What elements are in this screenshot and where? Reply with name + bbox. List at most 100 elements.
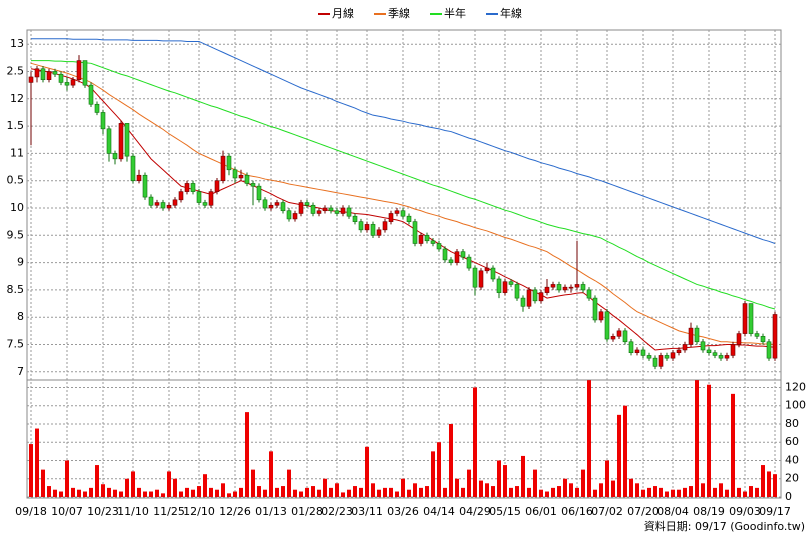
candle-body — [190, 183, 196, 192]
volume-bar — [455, 478, 459, 497]
ma-line — [31, 60, 776, 310]
candle-body — [382, 221, 388, 231]
candle-body — [526, 289, 532, 307]
volume-bar — [299, 491, 303, 497]
volume-bar — [35, 428, 39, 497]
volume-bar — [113, 489, 117, 497]
candle-body — [136, 174, 142, 182]
legend-label: 月線 — [332, 6, 354, 20]
volume-bar — [311, 486, 315, 497]
volume-bar — [629, 478, 633, 497]
volume-bar — [527, 487, 531, 497]
volume-bar — [197, 486, 201, 497]
x-tick-label: 09/18 — [15, 505, 47, 518]
candle-body — [688, 327, 694, 345]
ma-line — [31, 38, 776, 244]
candle-body — [418, 235, 424, 244]
candle-body — [124, 123, 130, 157]
volume-bar — [611, 480, 615, 497]
volume-bar — [659, 487, 663, 497]
candle-body — [274, 202, 280, 206]
volume-bar — [305, 487, 309, 497]
candle-body — [406, 215, 412, 222]
candle-body — [286, 210, 292, 220]
candle-body — [436, 243, 442, 250]
volume-bar — [503, 465, 507, 497]
volume-bar — [515, 486, 519, 497]
y-tick-label: 7.5 — [7, 338, 25, 351]
candle-body — [394, 210, 400, 214]
candle-body — [298, 202, 304, 214]
y2-tick-label: 120 — [785, 380, 806, 393]
volume-bar — [443, 487, 447, 497]
x-tick-label: 06/16 — [561, 505, 593, 518]
volume-bar — [317, 489, 321, 497]
candle-body — [322, 207, 328, 212]
candle-body — [592, 297, 598, 321]
candle-body — [532, 289, 538, 302]
candle-body — [268, 204, 274, 209]
legend-label: 年線 — [500, 6, 522, 20]
candle-body — [28, 76, 34, 83]
volume-bar — [767, 471, 771, 497]
x-tick-label: 07/02 — [591, 505, 623, 518]
volume-bar — [425, 486, 429, 497]
x-tick-label: 04/29 — [459, 505, 491, 518]
candle-body — [112, 153, 118, 160]
volume-bar — [179, 491, 183, 497]
volume-bar — [119, 491, 123, 497]
volume-bar — [71, 487, 75, 497]
candle-body — [634, 349, 640, 353]
candle-body — [184, 183, 190, 192]
y2-tick-label: 40 — [785, 453, 799, 466]
volume-bar — [461, 487, 465, 497]
candle-body — [484, 267, 490, 272]
candle-body — [154, 202, 160, 206]
volume-bar — [59, 491, 63, 497]
candle-body — [760, 336, 766, 343]
volume-bar — [683, 487, 687, 497]
candle-body — [250, 183, 256, 187]
y-tick-label: 8 — [17, 310, 24, 323]
volume-bar — [359, 487, 363, 497]
x-tick-label: 03/11 — [351, 505, 383, 518]
candle-body — [94, 103, 100, 113]
candle-body — [400, 210, 406, 217]
y-tick-label: 2.5 — [7, 64, 25, 77]
volume-bar — [191, 489, 195, 497]
ma-line — [30, 68, 776, 351]
candle-body — [340, 207, 346, 214]
candle-body — [166, 204, 172, 209]
x-tick-label: 11/25 — [153, 505, 185, 518]
volume-bar — [149, 491, 153, 497]
x-tick-label: 05/15 — [489, 505, 521, 518]
candle-body — [610, 336, 616, 340]
volume-bar — [713, 487, 717, 497]
ma-line — [30, 62, 776, 346]
candle-body — [334, 210, 340, 214]
volume-bar — [221, 483, 225, 497]
volume-bar — [743, 491, 747, 497]
candle-body — [88, 84, 94, 105]
volume-bar — [533, 469, 537, 497]
volume-bar — [251, 469, 255, 497]
volume-bar — [773, 474, 777, 497]
candle-body — [658, 355, 664, 367]
volume-bar — [47, 486, 51, 497]
candle-body — [478, 270, 484, 288]
volume-bar — [95, 465, 99, 497]
volume-bar — [53, 489, 57, 497]
volume-bar — [647, 487, 651, 497]
candle-body — [352, 215, 358, 222]
candle-body — [388, 213, 394, 222]
volume-bar — [575, 487, 579, 497]
x-tick-label: 04/14 — [423, 505, 455, 518]
volume-bar — [551, 487, 555, 497]
volume-bar — [377, 489, 381, 497]
candle-body — [328, 207, 334, 212]
volume-bar — [131, 471, 135, 497]
candle-body — [316, 210, 322, 214]
x-tick-label: 03/26 — [387, 505, 419, 518]
volume-bar — [719, 483, 723, 497]
volume-bar — [293, 489, 297, 497]
